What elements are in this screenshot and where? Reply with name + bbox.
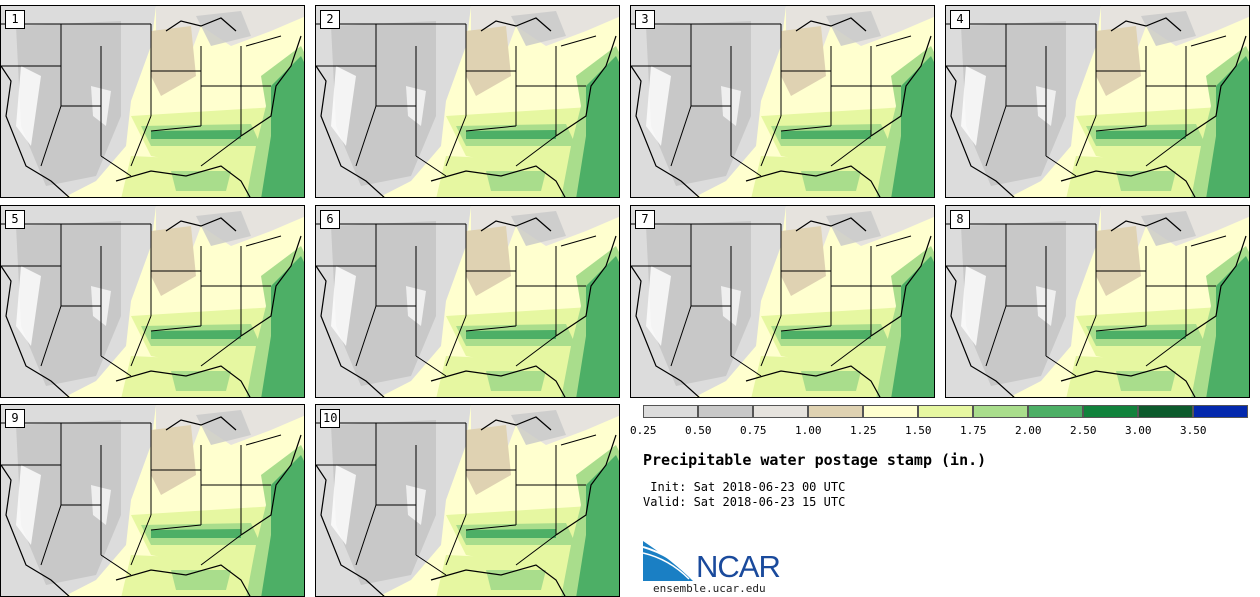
- ncar-logo-icon: [643, 541, 693, 581]
- member-number: 7: [635, 210, 655, 229]
- legend-swatch: [808, 405, 863, 418]
- legend-tick-label: 1.75: [960, 424, 987, 437]
- legend-swatch: [863, 405, 918, 418]
- member-stamp-2[interactable]: 2: [315, 5, 620, 198]
- legend-swatch: [698, 405, 753, 418]
- legend-tick-label: 1.00: [795, 424, 822, 437]
- member-number: 6: [320, 210, 340, 229]
- legend-tick-label: 3.50: [1180, 424, 1207, 437]
- ncar-logo-text: NCAR: [696, 549, 781, 584]
- legend-tick-label: 0.50: [685, 424, 712, 437]
- legend-tick-label: 3.00: [1125, 424, 1152, 437]
- legend-tick-label: 0.75: [740, 424, 767, 437]
- member-number: 10: [320, 409, 341, 428]
- member-number: 8: [950, 210, 970, 229]
- legend-swatch: [1138, 405, 1193, 418]
- member-stamp-7[interactable]: 7: [630, 205, 935, 398]
- member-number: 1: [5, 10, 25, 29]
- member-stamp-4[interactable]: 4: [945, 5, 1250, 198]
- legend-swatch: [643, 405, 698, 418]
- legend-swatch: [1028, 405, 1083, 418]
- valid-time: Valid: Sat 2018-06-23 15 UTC: [643, 495, 846, 509]
- member-number: 5: [5, 210, 25, 229]
- legend-tick-label: 2.50: [1070, 424, 1097, 437]
- legend-swatch: [1083, 405, 1138, 418]
- legend-swatch: [918, 405, 973, 418]
- legend-swatch: [1193, 405, 1248, 418]
- legend-tick-label: 1.50: [905, 424, 932, 437]
- site-url: ensemble.ucar.edu: [653, 582, 766, 595]
- member-number: 2: [320, 10, 340, 29]
- member-number: 9: [5, 409, 25, 428]
- init-time: Init: Sat 2018-06-23 00 UTC: [643, 480, 846, 494]
- legend-tick-label: 2.00: [1015, 424, 1042, 437]
- member-stamp-5[interactable]: 5: [0, 205, 305, 398]
- member-number: 4: [950, 10, 970, 29]
- member-stamp-3[interactable]: 3: [630, 5, 935, 198]
- member-stamp-8[interactable]: 8: [945, 205, 1250, 398]
- legend-swatch: [973, 405, 1028, 418]
- member-number: 3: [635, 10, 655, 29]
- member-stamp-6[interactable]: 6: [315, 205, 620, 398]
- legend-tick-label: 0.25: [630, 424, 657, 437]
- member-stamp-10[interactable]: 10: [315, 404, 620, 597]
- member-stamp-9[interactable]: 9: [0, 404, 305, 597]
- member-stamp-1[interactable]: 1: [0, 5, 305, 198]
- legend-tick-label: 1.25: [850, 424, 877, 437]
- chart-title: Precipitable water postage stamp (in.): [643, 451, 987, 469]
- legend-swatch: [753, 405, 808, 418]
